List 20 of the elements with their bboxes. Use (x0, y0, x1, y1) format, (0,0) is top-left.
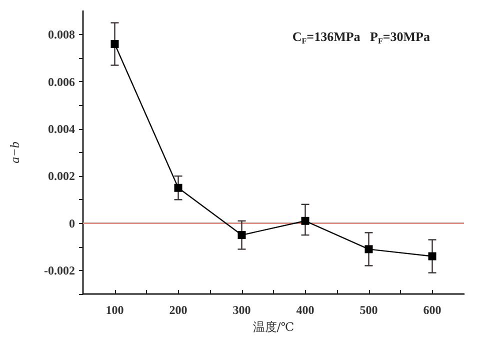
x-tick-label: 300 (232, 303, 251, 317)
y-tick-label: 0.006 (48, 74, 75, 89)
x-tick-label: 200 (169, 303, 188, 317)
y-tick-label: 0 (69, 216, 75, 230)
point (364, 245, 373, 254)
point (428, 252, 436, 260)
x-tick-label: 400 (296, 303, 314, 317)
y-tick-label: 0.008 (48, 28, 75, 42)
x-tick-label: 500 (360, 303, 378, 317)
y-axis-title: a−b (7, 141, 22, 164)
x-tick-label: 600 (423, 303, 442, 317)
point (174, 184, 182, 192)
x-axis-title: 温度/℃ (252, 320, 294, 334)
point (238, 231, 246, 240)
y-tick-label: 0.002 (48, 169, 75, 184)
x-tick-label: 100 (106, 303, 124, 317)
y-tick-label: 0.004 (48, 122, 75, 136)
point (110, 40, 119, 48)
point (301, 216, 310, 225)
y-tick-label: -0.002 (44, 263, 75, 278)
